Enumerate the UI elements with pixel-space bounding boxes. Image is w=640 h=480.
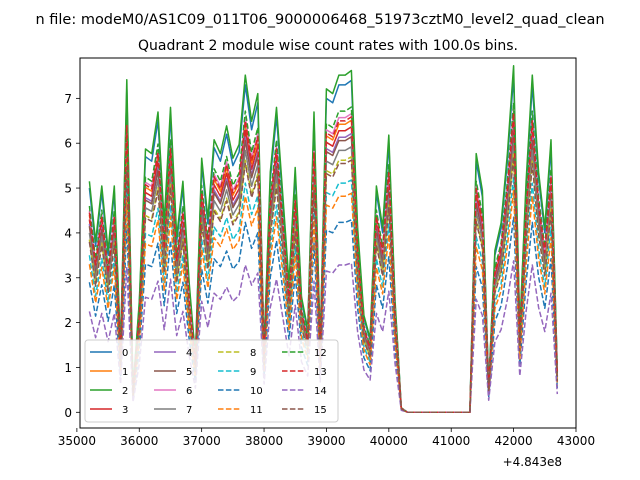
series-line-10 (88, 216, 559, 414)
x-offset-label: +4.843e8 (503, 455, 562, 469)
y-axis: 0 1 2 3 4 5 6 7 (64, 92, 80, 420)
series-line-14 (88, 260, 559, 414)
legend-label-11: 11 (250, 405, 263, 416)
legend-label-6: 6 (186, 386, 192, 397)
legend-label-0: 0 (122, 348, 128, 359)
legend-label-3: 3 (122, 405, 128, 416)
series-layer (88, 65, 559, 414)
legend-label-10: 10 (250, 386, 263, 397)
legend-label-4: 4 (186, 348, 192, 359)
x-tick-label: 37000 (183, 434, 221, 448)
x-tick-label: 42000 (495, 434, 533, 448)
y-tick-label: 5 (64, 182, 72, 196)
series-line-11 (88, 189, 559, 414)
figure-suptitle: n file: modeM0/AS1C09_011T06_9000006468_… (35, 12, 604, 28)
series-line-13 (88, 112, 559, 414)
legend-label-12: 12 (314, 348, 327, 359)
plot-frame (79, 57, 577, 429)
chart-title: Quadrant 2 module wise count rates with … (138, 38, 518, 54)
legend-label-1: 1 (122, 367, 128, 378)
y-tick-label: 1 (64, 361, 72, 375)
legend-label-7: 7 (186, 405, 192, 416)
x-tick-label: 43000 (557, 434, 595, 448)
series-line-9 (88, 176, 559, 414)
legend-label-13: 13 (314, 367, 327, 378)
x-axis: 35000 36000 37000 38000 39000 40000 41000 42000… (58, 428, 595, 448)
legend-label-5: 5 (186, 367, 192, 378)
y-tick-label: 0 (64, 406, 72, 420)
series-line-15 (88, 155, 559, 414)
x-tick-label: 40000 (370, 434, 408, 448)
x-tick-label: 35000 (58, 434, 96, 448)
legend-label-9: 9 (250, 367, 256, 378)
legend-label-14: 14 (314, 386, 327, 397)
y-tick-label: 4 (64, 226, 72, 240)
y-tick-label: 2 (64, 316, 72, 330)
x-tick-label: 36000 (120, 434, 158, 448)
x-tick-label: 41000 (432, 434, 470, 448)
legend-label-15: 15 (314, 405, 327, 416)
x-tick-label: 38000 (245, 434, 283, 448)
legend-label-8: 8 (250, 348, 256, 359)
legend-frame (84, 339, 339, 423)
y-tick-label: 3 (64, 271, 72, 285)
x-tick-label: 39000 (307, 434, 345, 448)
legend-label-2: 2 (122, 386, 128, 397)
y-tick-label: 7 (64, 92, 72, 106)
y-tick-label: 6 (64, 137, 72, 151)
